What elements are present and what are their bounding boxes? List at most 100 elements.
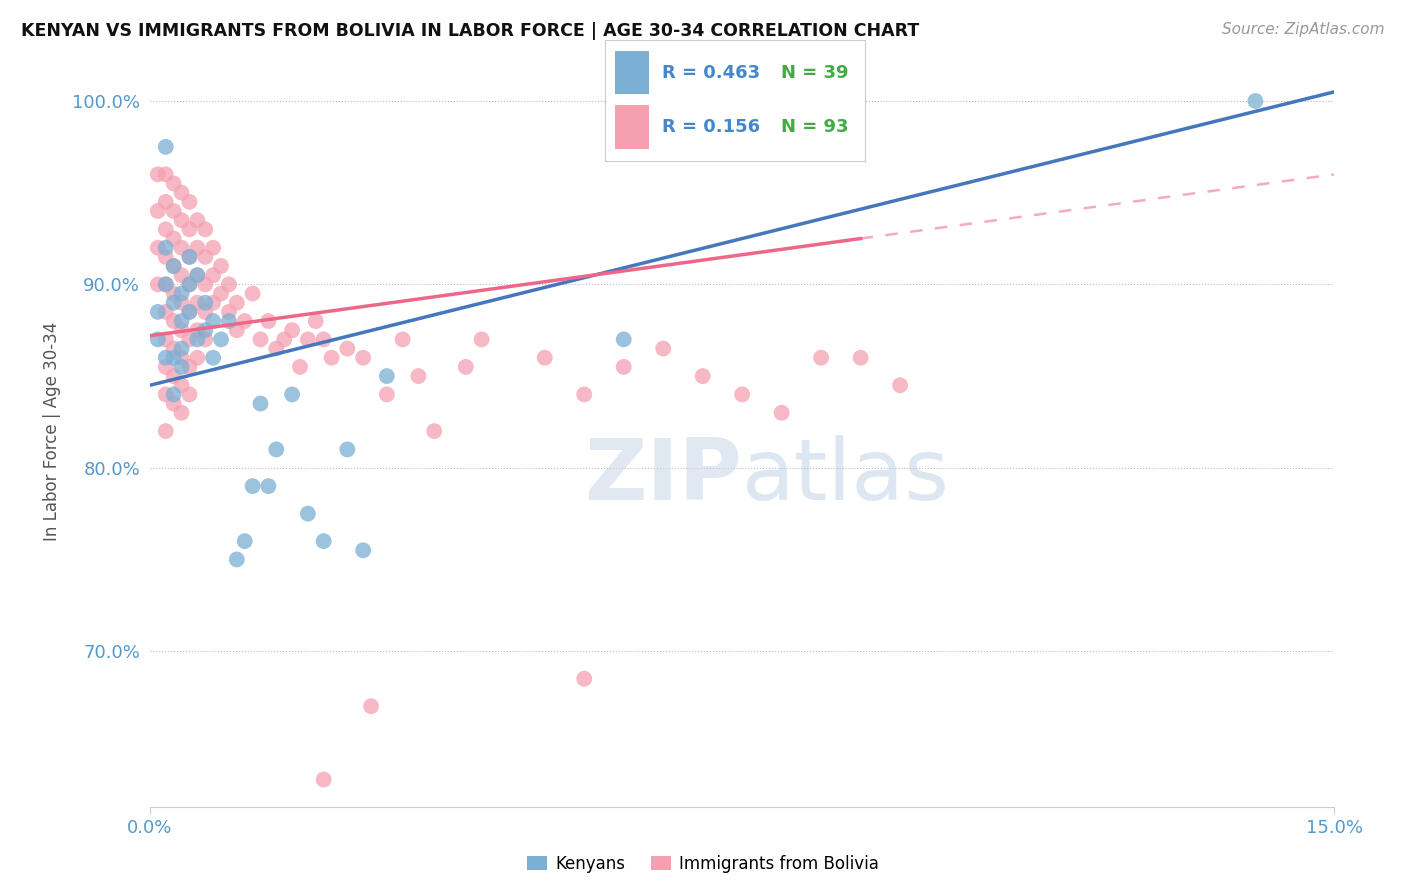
Point [692, 369, 714, 384]
Point [146, 204, 169, 219]
Point [179, 222, 201, 236]
Point [186, 295, 208, 310]
Point [574, 672, 596, 686]
Point [202, 268, 225, 283]
Text: KENYAN VS IMMIGRANTS FROM BOLIVIA IN LABOR FORCE | AGE 30-34 CORRELATION CHART: KENYAN VS IMMIGRANTS FROM BOLIVIA IN LAB… [21, 22, 920, 40]
Point [155, 241, 177, 255]
Point [288, 359, 311, 374]
Point [471, 332, 494, 346]
Point [163, 351, 186, 365]
Bar [614, 105, 648, 149]
Point [305, 314, 328, 328]
Point [146, 277, 169, 292]
Point [179, 277, 201, 292]
Point [163, 204, 186, 219]
Point [155, 194, 177, 209]
Point [186, 241, 208, 255]
Point [194, 250, 217, 264]
Point [163, 295, 186, 310]
Point [163, 342, 186, 356]
Point [179, 277, 201, 292]
Point [731, 387, 754, 401]
Point [179, 305, 201, 319]
Point [770, 406, 793, 420]
Point [273, 332, 295, 346]
Point [360, 699, 382, 714]
Y-axis label: In Labor Force | Age 30-34: In Labor Force | Age 30-34 [44, 321, 60, 541]
Point [170, 378, 193, 392]
Point [155, 332, 177, 346]
Point [336, 342, 359, 356]
Point [179, 332, 201, 346]
Point [186, 323, 208, 337]
Point [613, 359, 636, 374]
Point [375, 369, 398, 384]
Point [202, 351, 225, 365]
Point [163, 177, 186, 191]
Point [454, 359, 477, 374]
Point [533, 351, 555, 365]
Point [179, 359, 201, 374]
Point [297, 332, 319, 346]
Point [163, 396, 186, 410]
Point [218, 277, 240, 292]
Point [225, 323, 247, 337]
Point [163, 387, 186, 401]
Point [321, 351, 343, 365]
Point [408, 369, 430, 384]
Point [146, 167, 169, 181]
Point [849, 351, 872, 365]
Point [179, 250, 201, 264]
Point [312, 772, 335, 787]
Point [218, 305, 240, 319]
Point [209, 332, 232, 346]
Point [613, 332, 636, 346]
Point [281, 387, 304, 401]
Point [155, 277, 177, 292]
Point [375, 387, 398, 401]
Point [170, 268, 193, 283]
Point [218, 314, 240, 328]
Point [155, 424, 177, 438]
Point [266, 442, 288, 457]
Point [225, 295, 247, 310]
Point [170, 213, 193, 227]
Text: atlas: atlas [742, 434, 950, 517]
Point [391, 332, 413, 346]
Point [194, 277, 217, 292]
Point [266, 342, 288, 356]
Point [281, 323, 304, 337]
Point [186, 268, 208, 283]
Point [1244, 94, 1267, 108]
Point [202, 241, 225, 255]
Point [249, 332, 271, 346]
Point [170, 323, 193, 337]
Point [257, 479, 280, 493]
Point [312, 332, 335, 346]
Point [186, 268, 208, 283]
Point [146, 305, 169, 319]
Point [170, 342, 193, 356]
Point [257, 314, 280, 328]
Point [423, 424, 446, 438]
Point [155, 250, 177, 264]
Point [170, 406, 193, 420]
Point [179, 194, 201, 209]
Point [170, 241, 193, 255]
Point [163, 314, 186, 328]
Point [155, 305, 177, 319]
Point [155, 277, 177, 292]
Point [352, 543, 374, 558]
Point [186, 351, 208, 365]
Text: ZIP: ZIP [585, 434, 742, 517]
Point [155, 359, 177, 374]
Point [170, 359, 193, 374]
Point [202, 314, 225, 328]
Point [194, 305, 217, 319]
Point [163, 231, 186, 245]
Point [155, 140, 177, 154]
Point [810, 351, 832, 365]
Point [202, 295, 225, 310]
Point [146, 332, 169, 346]
Point [249, 396, 271, 410]
